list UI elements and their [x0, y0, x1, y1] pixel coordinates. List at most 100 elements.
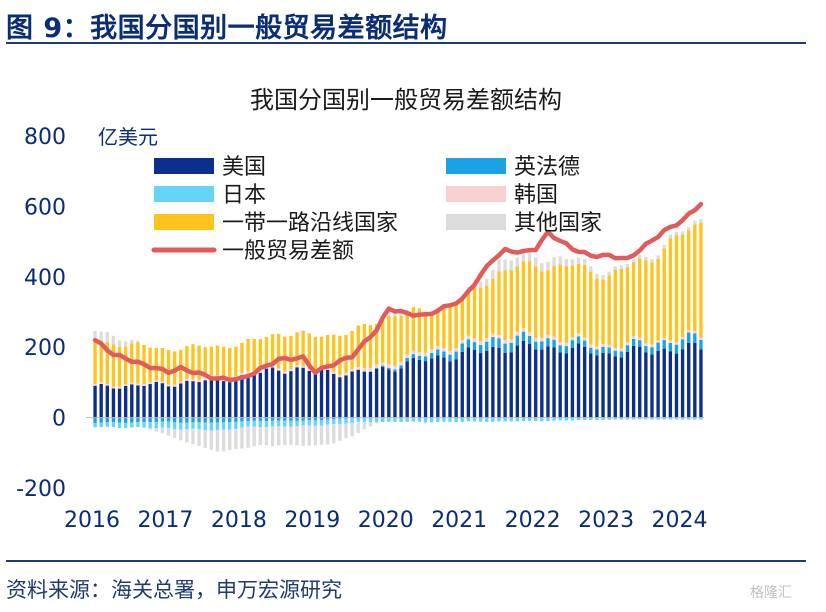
bar-ger_fr_uk [276, 417, 281, 421]
legend-label-belt_road: 一带一路沿线国家 [222, 211, 398, 236]
trade-balance-chart: 我国分国别一般贸易差额结构 800 600 400 200 0 -200 亿美元 2016 20… [6, 54, 806, 548]
legend-label-other: 其他国家 [514, 211, 602, 236]
legend-swatch-japan [154, 186, 214, 202]
bar-japan [368, 417, 373, 423]
bar-us [521, 340, 526, 418]
watermark-logo: 格隆汇 [750, 585, 792, 601]
bar-ger_fr_uk [607, 347, 611, 354]
bar-belt_road [252, 338, 256, 373]
bar-us [534, 349, 538, 418]
bar-ger_fr_uk [595, 349, 599, 356]
bar-korea [699, 337, 703, 340]
bar-ger_fr_uk [662, 340, 666, 349]
bar-belt_road [93, 342, 97, 384]
bar-ger_fr_uk [221, 417, 226, 423]
bar-korea [693, 331, 697, 334]
bar-ger_fr_uk [307, 417, 311, 421]
legend-label-ger_fr_uk: 英法德 [514, 155, 580, 180]
bar-japan [179, 422, 183, 430]
bar-other [491, 269, 495, 280]
bar-japan [319, 420, 324, 426]
bar-other [595, 273, 599, 279]
bar-belt_road [625, 267, 630, 343]
bar-korea [276, 368, 281, 371]
bar-ger_fr_uk [234, 417, 238, 422]
bar-ger_fr_uk [399, 365, 403, 369]
bar-japan [283, 420, 287, 427]
legend-swatch-korea [446, 186, 506, 202]
figure-footer: 资料来源：海关总署，申万宏源研究 [6, 560, 806, 602]
bar-japan [540, 417, 544, 422]
bar-us [472, 349, 477, 418]
bar-belt_road [442, 306, 446, 349]
bar-korea [576, 333, 581, 337]
bar-us [607, 353, 611, 418]
bar-belt_road [564, 266, 568, 343]
bar-other [172, 429, 177, 439]
bar-japan [491, 417, 495, 422]
bar-us [595, 355, 599, 418]
bar-korea [442, 348, 446, 352]
bar-other [362, 421, 367, 430]
bar-ger_fr_uk [191, 417, 195, 423]
bar-ger_fr_uk [613, 350, 617, 357]
bar-other [160, 427, 165, 434]
bar-japan [215, 422, 220, 431]
bar-ger_fr_uk [136, 417, 140, 423]
bar-ger_fr_uk [387, 367, 391, 370]
bar-us [258, 372, 262, 418]
y-tick-label: -200 [16, 477, 66, 502]
bar-korea [179, 381, 183, 384]
bar-korea [338, 374, 342, 378]
bar-japan [436, 417, 440, 422]
bar-ger_fr_uk [699, 339, 703, 350]
x-tick-label: 2021 [431, 508, 487, 533]
bar-us [442, 357, 446, 418]
bar-japan [699, 417, 703, 420]
bar-korea [356, 366, 360, 370]
bar-belt_road [405, 311, 409, 355]
bar-korea [454, 347, 458, 352]
bar-belt_road [123, 346, 128, 385]
bar-other [228, 429, 232, 451]
bar-belt_road [674, 234, 679, 343]
bar-korea [625, 342, 630, 346]
bar-korea [638, 337, 642, 341]
bar-us [264, 368, 269, 418]
bar-japan [442, 417, 446, 422]
bar-korea [381, 362, 385, 366]
bar-japan [417, 417, 422, 422]
bar-us [650, 354, 654, 418]
bar-us [319, 369, 324, 418]
legend-label-total: 一般贸易差额 [222, 239, 354, 264]
bar-other [148, 428, 152, 430]
x-tick-label: 2018 [211, 508, 267, 533]
bar-korea [521, 328, 526, 332]
bar-japan [460, 417, 464, 422]
bar-belt_road [344, 334, 348, 373]
bar-japan [350, 418, 354, 423]
x-tick-label: 2020 [358, 508, 414, 533]
bar-us [301, 367, 305, 418]
bar-ger_fr_uk [228, 417, 232, 422]
bar-japan [130, 422, 134, 428]
bar-japan [485, 417, 489, 422]
bar-belt_road [246, 338, 250, 372]
axes-layer: 800 600 400 200 0 -200 亿美元 2016 2017 2018 2019 2020… [16, 125, 707, 533]
bar-japan [595, 417, 599, 421]
bar-japan [209, 422, 214, 431]
bar-other [295, 426, 299, 446]
bar-other [264, 427, 269, 446]
bar-other [215, 430, 220, 452]
bar-japan [301, 420, 305, 426]
bar-korea [607, 344, 611, 348]
bar-korea [644, 343, 648, 346]
bar-ger_fr_uk [203, 417, 207, 423]
bar-japan [123, 422, 128, 429]
bar-belt_road [228, 348, 232, 380]
bar-belt_road [234, 346, 238, 377]
bar-us [582, 346, 587, 418]
bar-other [503, 259, 507, 271]
bar-japan [234, 421, 238, 429]
